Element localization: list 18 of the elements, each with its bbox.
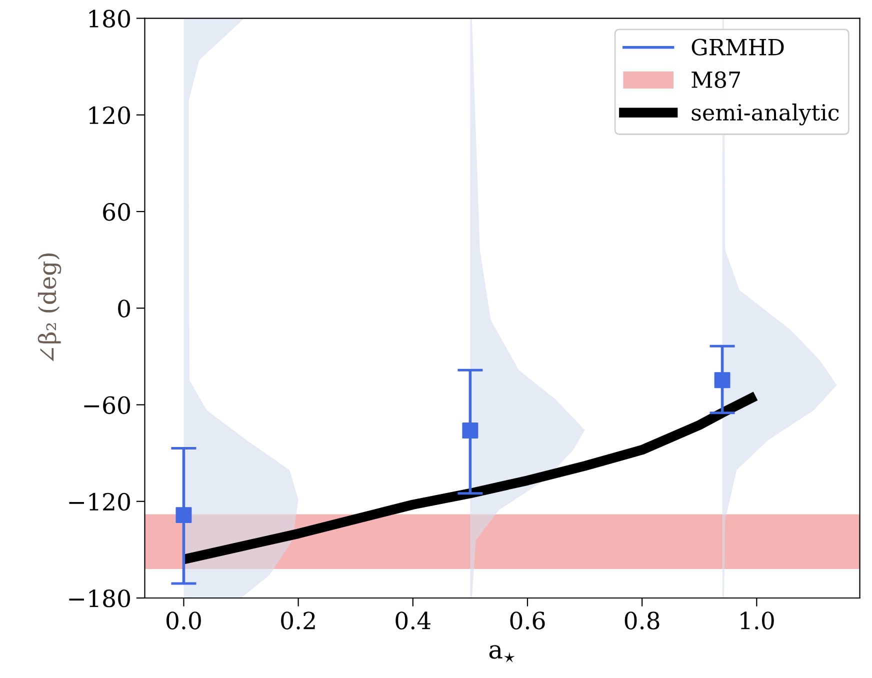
legend-label: M87 xyxy=(692,71,740,88)
x-tick-label: 0.0 xyxy=(166,612,201,630)
y-tick-label: 0 xyxy=(118,300,130,318)
legend-label: semi-analytic xyxy=(692,104,839,126)
x-tick-label: 0.2 xyxy=(281,612,315,630)
y-axis-title: ∠β₂ (deg) xyxy=(38,254,62,362)
y-tick-label: 60 xyxy=(103,202,130,221)
y-tick-label: −60 xyxy=(84,396,130,414)
y-tick-label: −180 xyxy=(69,589,130,608)
x-tick-label: 0.8 xyxy=(624,612,660,630)
x-tick-label: 0.4 xyxy=(396,612,430,630)
legend-label: GRMHD xyxy=(692,38,784,56)
x-tick-label: 1.0 xyxy=(740,612,774,630)
x-tick-label: 0.6 xyxy=(510,612,545,630)
x-axis-title: a$_{⋆}$ xyxy=(489,645,515,663)
y-tick-label: −120 xyxy=(69,492,130,511)
y-tick-label: 120 xyxy=(89,106,130,124)
y-tick-label: 180 xyxy=(89,10,130,28)
